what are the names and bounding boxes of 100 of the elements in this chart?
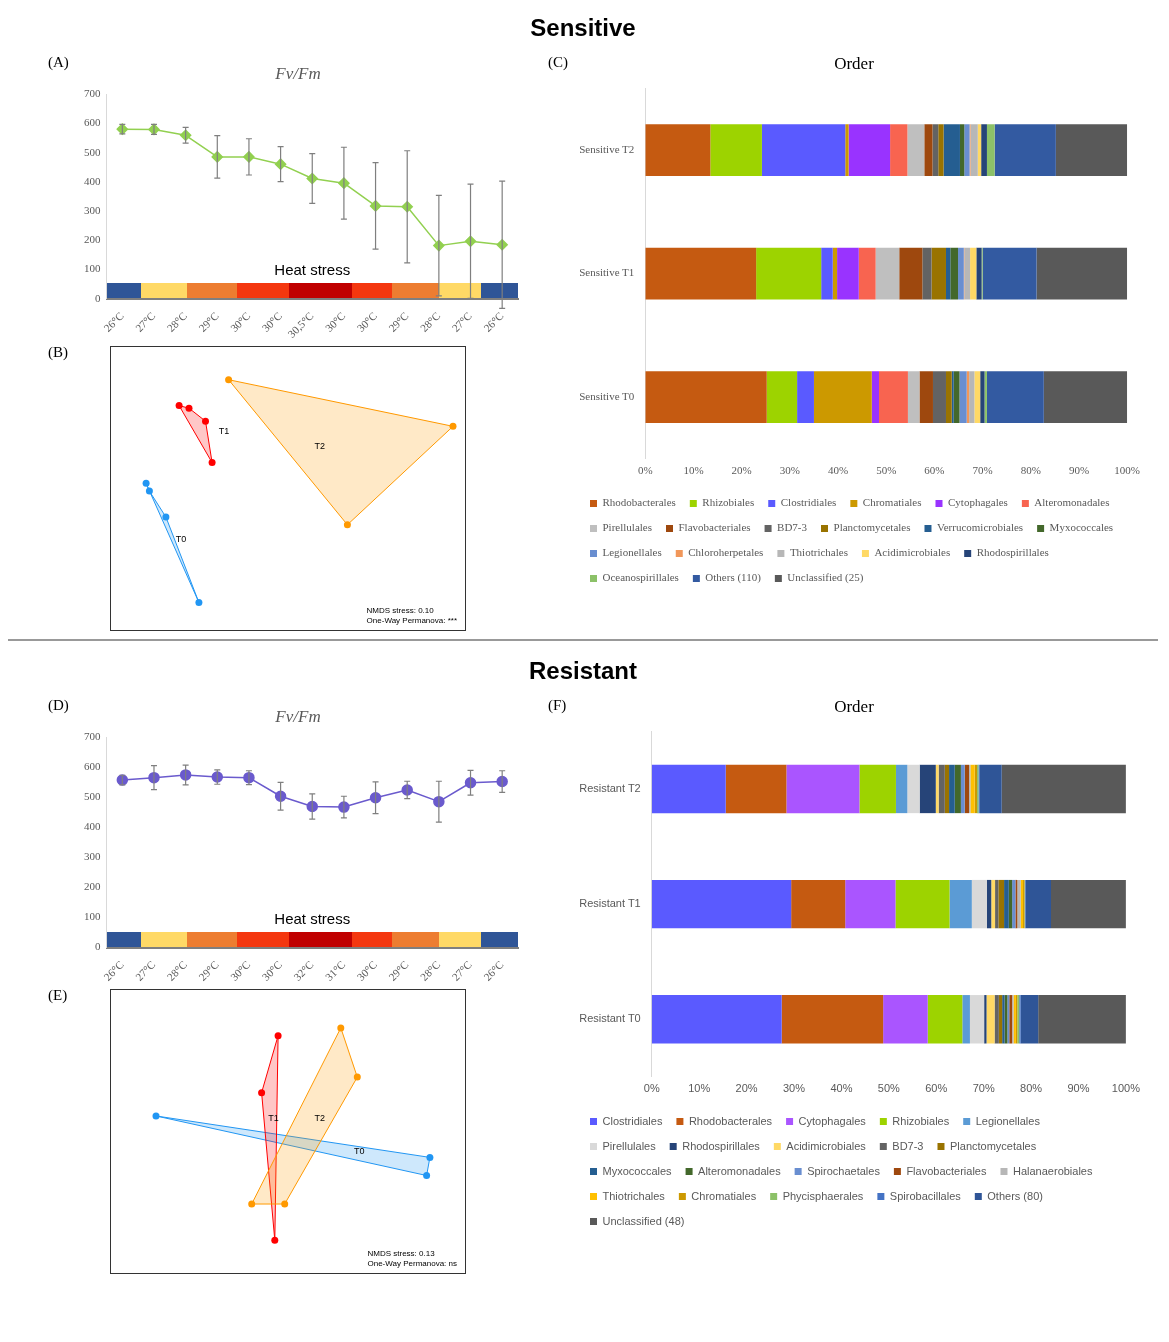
bar (944, 764, 950, 814)
bar (949, 879, 972, 929)
bar (895, 879, 950, 929)
bar (981, 124, 987, 177)
bar (781, 995, 884, 1044)
x-tick-label: 30% (779, 464, 800, 477)
bar (974, 371, 981, 423)
text: (E) (48, 987, 68, 1004)
bar (971, 879, 987, 929)
y-tick-label: Resistant T0 (579, 1012, 641, 1025)
x-tick-label: 10% (688, 1082, 711, 1095)
bar (645, 247, 757, 300)
text: Sensitive (529, 14, 637, 42)
bar (1004, 879, 1009, 929)
bar (875, 247, 900, 300)
legend-label: Planctomycetales (949, 1139, 1037, 1152)
bar (994, 124, 1056, 177)
legend-label: Pirellulales (602, 521, 652, 534)
bar (949, 764, 955, 814)
x-tick-label: 60% (924, 464, 945, 477)
bar (979, 764, 1002, 814)
bar (986, 371, 1044, 423)
legend-label: Chromatiales (691, 1189, 757, 1202)
bar (945, 247, 951, 300)
x-tick-label: 40% (830, 1082, 853, 1095)
bar (980, 371, 985, 423)
bar (1001, 764, 1126, 814)
bar (797, 371, 814, 423)
bar (1055, 124, 1128, 177)
x-tick-label: 80% (1020, 464, 1041, 477)
x-tick-label: 20% (735, 1082, 758, 1095)
legend-label: Unclassified (25) (787, 571, 864, 585)
bar (932, 371, 946, 423)
legend-label: Flavobacteriales (906, 1164, 987, 1177)
y-tick-label: 500 (84, 790, 101, 803)
bar (879, 371, 908, 423)
bar (960, 764, 965, 814)
legend-label: Acidimicrobiales (874, 546, 951, 559)
bar (791, 879, 846, 929)
bar (907, 124, 925, 177)
bar (919, 371, 933, 423)
bar (645, 371, 767, 423)
legend-label: Unclassified (48) (602, 1214, 685, 1227)
legend-label: Rhizobiales (702, 496, 755, 509)
bar (845, 879, 896, 929)
y-tick-label: 600 (84, 116, 101, 129)
bar (645, 124, 711, 177)
bar (931, 247, 946, 300)
bar (907, 371, 920, 423)
chart-title: Fv/Fm (274, 63, 321, 83)
bar (845, 124, 849, 177)
legend-label: Clostridiales (780, 496, 837, 509)
bar (1020, 995, 1039, 1044)
y-tick-label: 400 (84, 174, 101, 187)
bar (945, 371, 952, 423)
bar (976, 247, 982, 300)
x-tick-label: 60% (925, 1082, 948, 1095)
bar (986, 995, 995, 1044)
x-tick-label: 100% (1111, 1082, 1141, 1095)
x-tick-label: 50% (877, 1082, 901, 1095)
y-tick-label: 300 (84, 850, 101, 863)
legend-label: Others (80) (987, 1189, 1043, 1202)
y-tick-label: 0 (95, 940, 101, 953)
y-tick-label: 200 (84, 233, 101, 246)
bar (994, 995, 999, 1044)
legend-label: Rhodobacterales (602, 496, 676, 509)
bar (982, 247, 1037, 300)
legend-label: Spirochaetales (807, 1164, 881, 1177)
legend-label: Clostridiales (602, 1114, 663, 1127)
bar (964, 124, 970, 177)
bar (950, 247, 959, 300)
bar (938, 124, 944, 177)
legend-label: Myxococcales (1049, 521, 1114, 534)
legend-label: Chromatiales (862, 496, 922, 509)
legend-label: Alteromonadales (1034, 496, 1110, 509)
x-tick-label: 100% (1114, 464, 1140, 477)
bar (935, 764, 939, 814)
legend-label: BD7-3 (777, 521, 808, 534)
bar (919, 764, 936, 814)
legend-label: Pirellulales (602, 1139, 657, 1152)
y-tick-label: 500 (84, 145, 101, 158)
x-tick-label: 70% (972, 1082, 995, 1095)
bar (970, 247, 977, 300)
bar (832, 247, 838, 300)
bar (964, 764, 969, 814)
legend-label: Cytophagales (948, 496, 1008, 509)
chart-title: Fv/Fm (274, 706, 321, 726)
bar (924, 124, 933, 177)
legend-label: Flavobacteriales (678, 521, 751, 534)
bar (959, 371, 967, 423)
y-tick-label: 200 (84, 880, 101, 893)
legend-label: Verrucomicrobiales (936, 521, 1024, 534)
x-tick-label: 20% (731, 464, 752, 477)
bar (962, 995, 970, 1044)
y-tick-label: 700 (84, 87, 101, 100)
annotation: Heat stress (273, 260, 352, 278)
bar (890, 124, 908, 177)
bar (998, 995, 1003, 1044)
text: (F) (548, 697, 567, 714)
legend-label: Spirobacillales (889, 1189, 962, 1202)
